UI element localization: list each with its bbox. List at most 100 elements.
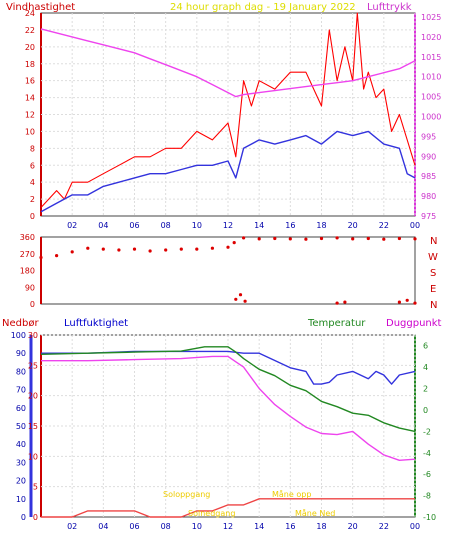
x-tick-label: 16 bbox=[285, 221, 295, 230]
direction-y-tick-label: 0 bbox=[30, 300, 35, 309]
x-tick-label: 12 bbox=[223, 522, 233, 531]
pressure-y-tick-label: 1025 bbox=[421, 13, 441, 22]
x-tick-label: 20 bbox=[348, 221, 358, 230]
direction-y-tick-label: 180 bbox=[20, 267, 35, 276]
rain-y-tick-label: 0 bbox=[21, 513, 26, 522]
humidity-series-line bbox=[41, 350, 416, 385]
pressure-y-tick-label: 990 bbox=[421, 152, 436, 161]
gust-series-line bbox=[40, 12, 416, 208]
compass-label-w: W bbox=[428, 252, 438, 263]
compass-label-n-top: N bbox=[430, 236, 437, 247]
rain-y-tick-label: 60 bbox=[16, 404, 26, 413]
x-tick-label: 04 bbox=[98, 221, 108, 230]
wind-direction-point bbox=[304, 237, 308, 241]
wind-direction-point bbox=[238, 293, 243, 297]
rain-y-tick-label: 10 bbox=[16, 495, 26, 504]
pressure-y-tick-label: 995 bbox=[421, 132, 436, 141]
rain-label: Nedbør bbox=[2, 318, 39, 329]
wind-y-tick-label: 6 bbox=[30, 161, 35, 170]
x-tick-label: 00 bbox=[410, 522, 420, 531]
humidity-grid bbox=[41, 334, 416, 517]
rain-y-tick-label: 30 bbox=[16, 458, 26, 467]
wind-direction-point bbox=[335, 236, 339, 240]
wind-direction-point bbox=[55, 254, 59, 258]
wind-direction-point bbox=[226, 245, 230, 249]
wind-y-tick-label: 0 bbox=[30, 212, 35, 221]
wind-y-tick-label: 22 bbox=[25, 26, 35, 35]
wind-direction-point bbox=[397, 300, 401, 304]
x-tick-label: 22 bbox=[379, 522, 389, 531]
pressure-y-tick-label: 985 bbox=[421, 172, 436, 181]
pressure-y-tick-label: 1015 bbox=[421, 53, 441, 62]
pressure-label: Lufttrykk bbox=[367, 2, 412, 13]
wind-direction-point bbox=[366, 236, 370, 241]
pressure-y-tick-label: 1005 bbox=[421, 93, 441, 102]
wind-grid bbox=[41, 13, 416, 216]
x-tick-label: 18 bbox=[316, 522, 326, 531]
chart-title: 24 hour graph dag - 19 January 2022 bbox=[170, 2, 356, 13]
wind-direction-point bbox=[234, 297, 238, 301]
wind-y-tick-label: 20 bbox=[25, 43, 35, 52]
pressure-y-tick-label: 1000 bbox=[421, 112, 441, 121]
annotation-sunrise: Soloppgang bbox=[163, 490, 210, 499]
x-tick-label: 10 bbox=[192, 221, 202, 230]
wind-direction-point bbox=[288, 237, 292, 241]
wind-direction-point bbox=[70, 250, 74, 254]
wind-y-tick-label: 24 bbox=[25, 9, 35, 18]
temperature-y-tick-label: 4 bbox=[423, 363, 428, 372]
x-tick-label: 02 bbox=[67, 221, 77, 230]
humidity-y-tick-label: 30 bbox=[28, 331, 38, 340]
temperature-y-tick-label: -6 bbox=[423, 470, 431, 479]
wind-direction-point bbox=[195, 247, 199, 251]
humidity-y-tick-label: 20 bbox=[28, 392, 38, 401]
temperature-y-tick-label: -4 bbox=[423, 449, 431, 458]
x-tick-label: 10 bbox=[192, 522, 202, 531]
wind-direction-point bbox=[101, 247, 105, 251]
compass-label-e: E bbox=[430, 284, 436, 295]
temperature-label: Temperatur bbox=[307, 318, 366, 329]
humidity-y-tick-label: 25 bbox=[28, 361, 38, 370]
pressure-y-tick-label: 1020 bbox=[421, 33, 441, 42]
wind-direction-point bbox=[86, 246, 90, 250]
temperature-y-tick-label: -10 bbox=[423, 513, 436, 522]
humidity-label: Luftfuktighet bbox=[64, 318, 128, 329]
x-tick-label: 06 bbox=[129, 221, 139, 230]
temperature-y-tick-label: -2 bbox=[423, 427, 431, 436]
wind-y-tick-label: 12 bbox=[25, 111, 35, 120]
annotation-moonset: Måne Ned bbox=[295, 508, 335, 518]
x-tick-label: 14 bbox=[254, 522, 264, 531]
x-tick-label: 02 bbox=[67, 522, 77, 531]
humidity-y-tick-label: 10 bbox=[28, 452, 38, 461]
x-tick-label: 06 bbox=[129, 522, 139, 531]
temperature-y-tick-label: 6 bbox=[423, 342, 428, 351]
x-tick-label: 18 bbox=[316, 221, 326, 230]
x-tick-label: 00 bbox=[410, 221, 420, 230]
x-tick-label: 22 bbox=[379, 221, 389, 230]
wind-direction-point bbox=[243, 299, 247, 303]
x-tick-label: 16 bbox=[285, 522, 295, 531]
wind-direction-point bbox=[232, 241, 236, 245]
compass-label-s: S bbox=[430, 268, 436, 279]
wind-direction-point bbox=[413, 301, 417, 305]
x-tick-label: 04 bbox=[98, 522, 108, 531]
wind-y-tick-label: 18 bbox=[25, 60, 35, 69]
pressure-y-tick-label: 980 bbox=[421, 192, 436, 201]
pressure-y-tick-label: 1010 bbox=[421, 73, 441, 82]
pressure-y-tick-label: 975 bbox=[421, 212, 436, 221]
direction-y-tick-label: 90 bbox=[25, 283, 35, 292]
wind-direction-point bbox=[343, 300, 347, 304]
dewpoint-label: Duggpunkt bbox=[386, 318, 442, 329]
humidity-y-tick-label: 15 bbox=[28, 422, 38, 431]
wind-direction-point bbox=[242, 236, 246, 240]
wind-direction-point bbox=[148, 249, 152, 253]
wind-direction-point bbox=[335, 301, 339, 305]
compass-label-n-bottom: N bbox=[430, 300, 437, 311]
chart-marks bbox=[39, 12, 417, 518]
temperature-series-line bbox=[40, 346, 416, 433]
annotation-moonrise: Måne opp bbox=[272, 489, 311, 499]
x-tick-label: 14 bbox=[254, 221, 264, 230]
wind-direction-point bbox=[257, 237, 261, 241]
rain-y-tick-label: 70 bbox=[16, 386, 26, 395]
wind-direction-point bbox=[405, 298, 409, 302]
